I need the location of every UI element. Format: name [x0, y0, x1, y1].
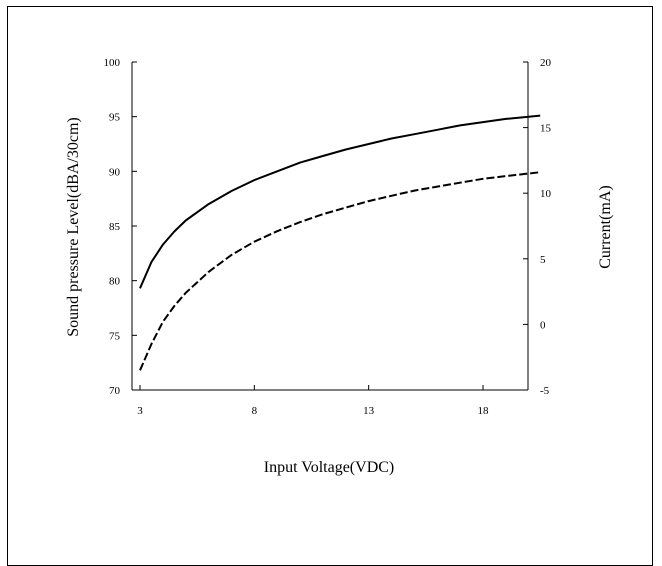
y2-tick-label: -5: [540, 385, 550, 397]
x-tick-label: 18: [478, 405, 490, 417]
y-axis-title: Sound pressure Level(dBA/30cm): [65, 117, 82, 337]
y2-tick-label: 0: [540, 319, 546, 331]
y-tick-label: 95: [109, 112, 121, 124]
x-tick-label: 8: [252, 405, 258, 417]
y-tick-label: 70: [109, 385, 121, 397]
current-series-line: [139, 171, 541, 371]
y-tick-label: 75: [109, 330, 121, 342]
y-tick-label: 90: [109, 166, 121, 178]
ticks: 70 75 80 85 90 95 100 -5 0 5 10 15 20 3 8 13 18: [104, 57, 552, 417]
y2-tick-label: 5: [540, 254, 546, 266]
x-axis-title: Input Voltage(VDC): [264, 459, 395, 476]
series-lines: [139, 114, 541, 371]
y2-axis-title: Current(mA): [597, 185, 614, 269]
y2-tick-label: 20: [540, 57, 552, 69]
y-tick-label: 85: [109, 221, 121, 233]
y2-tick-label: 10: [540, 188, 552, 200]
y-tick-label: 80: [109, 276, 121, 288]
dual-axis-line-chart: 70 75 80 85 90 95 100 -5 0 5 10 15 20 3 8 13 18 Input Vo…: [65, 57, 614, 476]
axes: [131, 62, 529, 391]
x-tick-label: 13: [363, 405, 375, 417]
chart-frame: [7, 6, 653, 566]
spl-series-line: [139, 114, 541, 289]
x-tick-label: 3: [137, 405, 143, 417]
y2-tick-label: 15: [540, 123, 552, 135]
y-tick-label: 100: [104, 57, 121, 69]
